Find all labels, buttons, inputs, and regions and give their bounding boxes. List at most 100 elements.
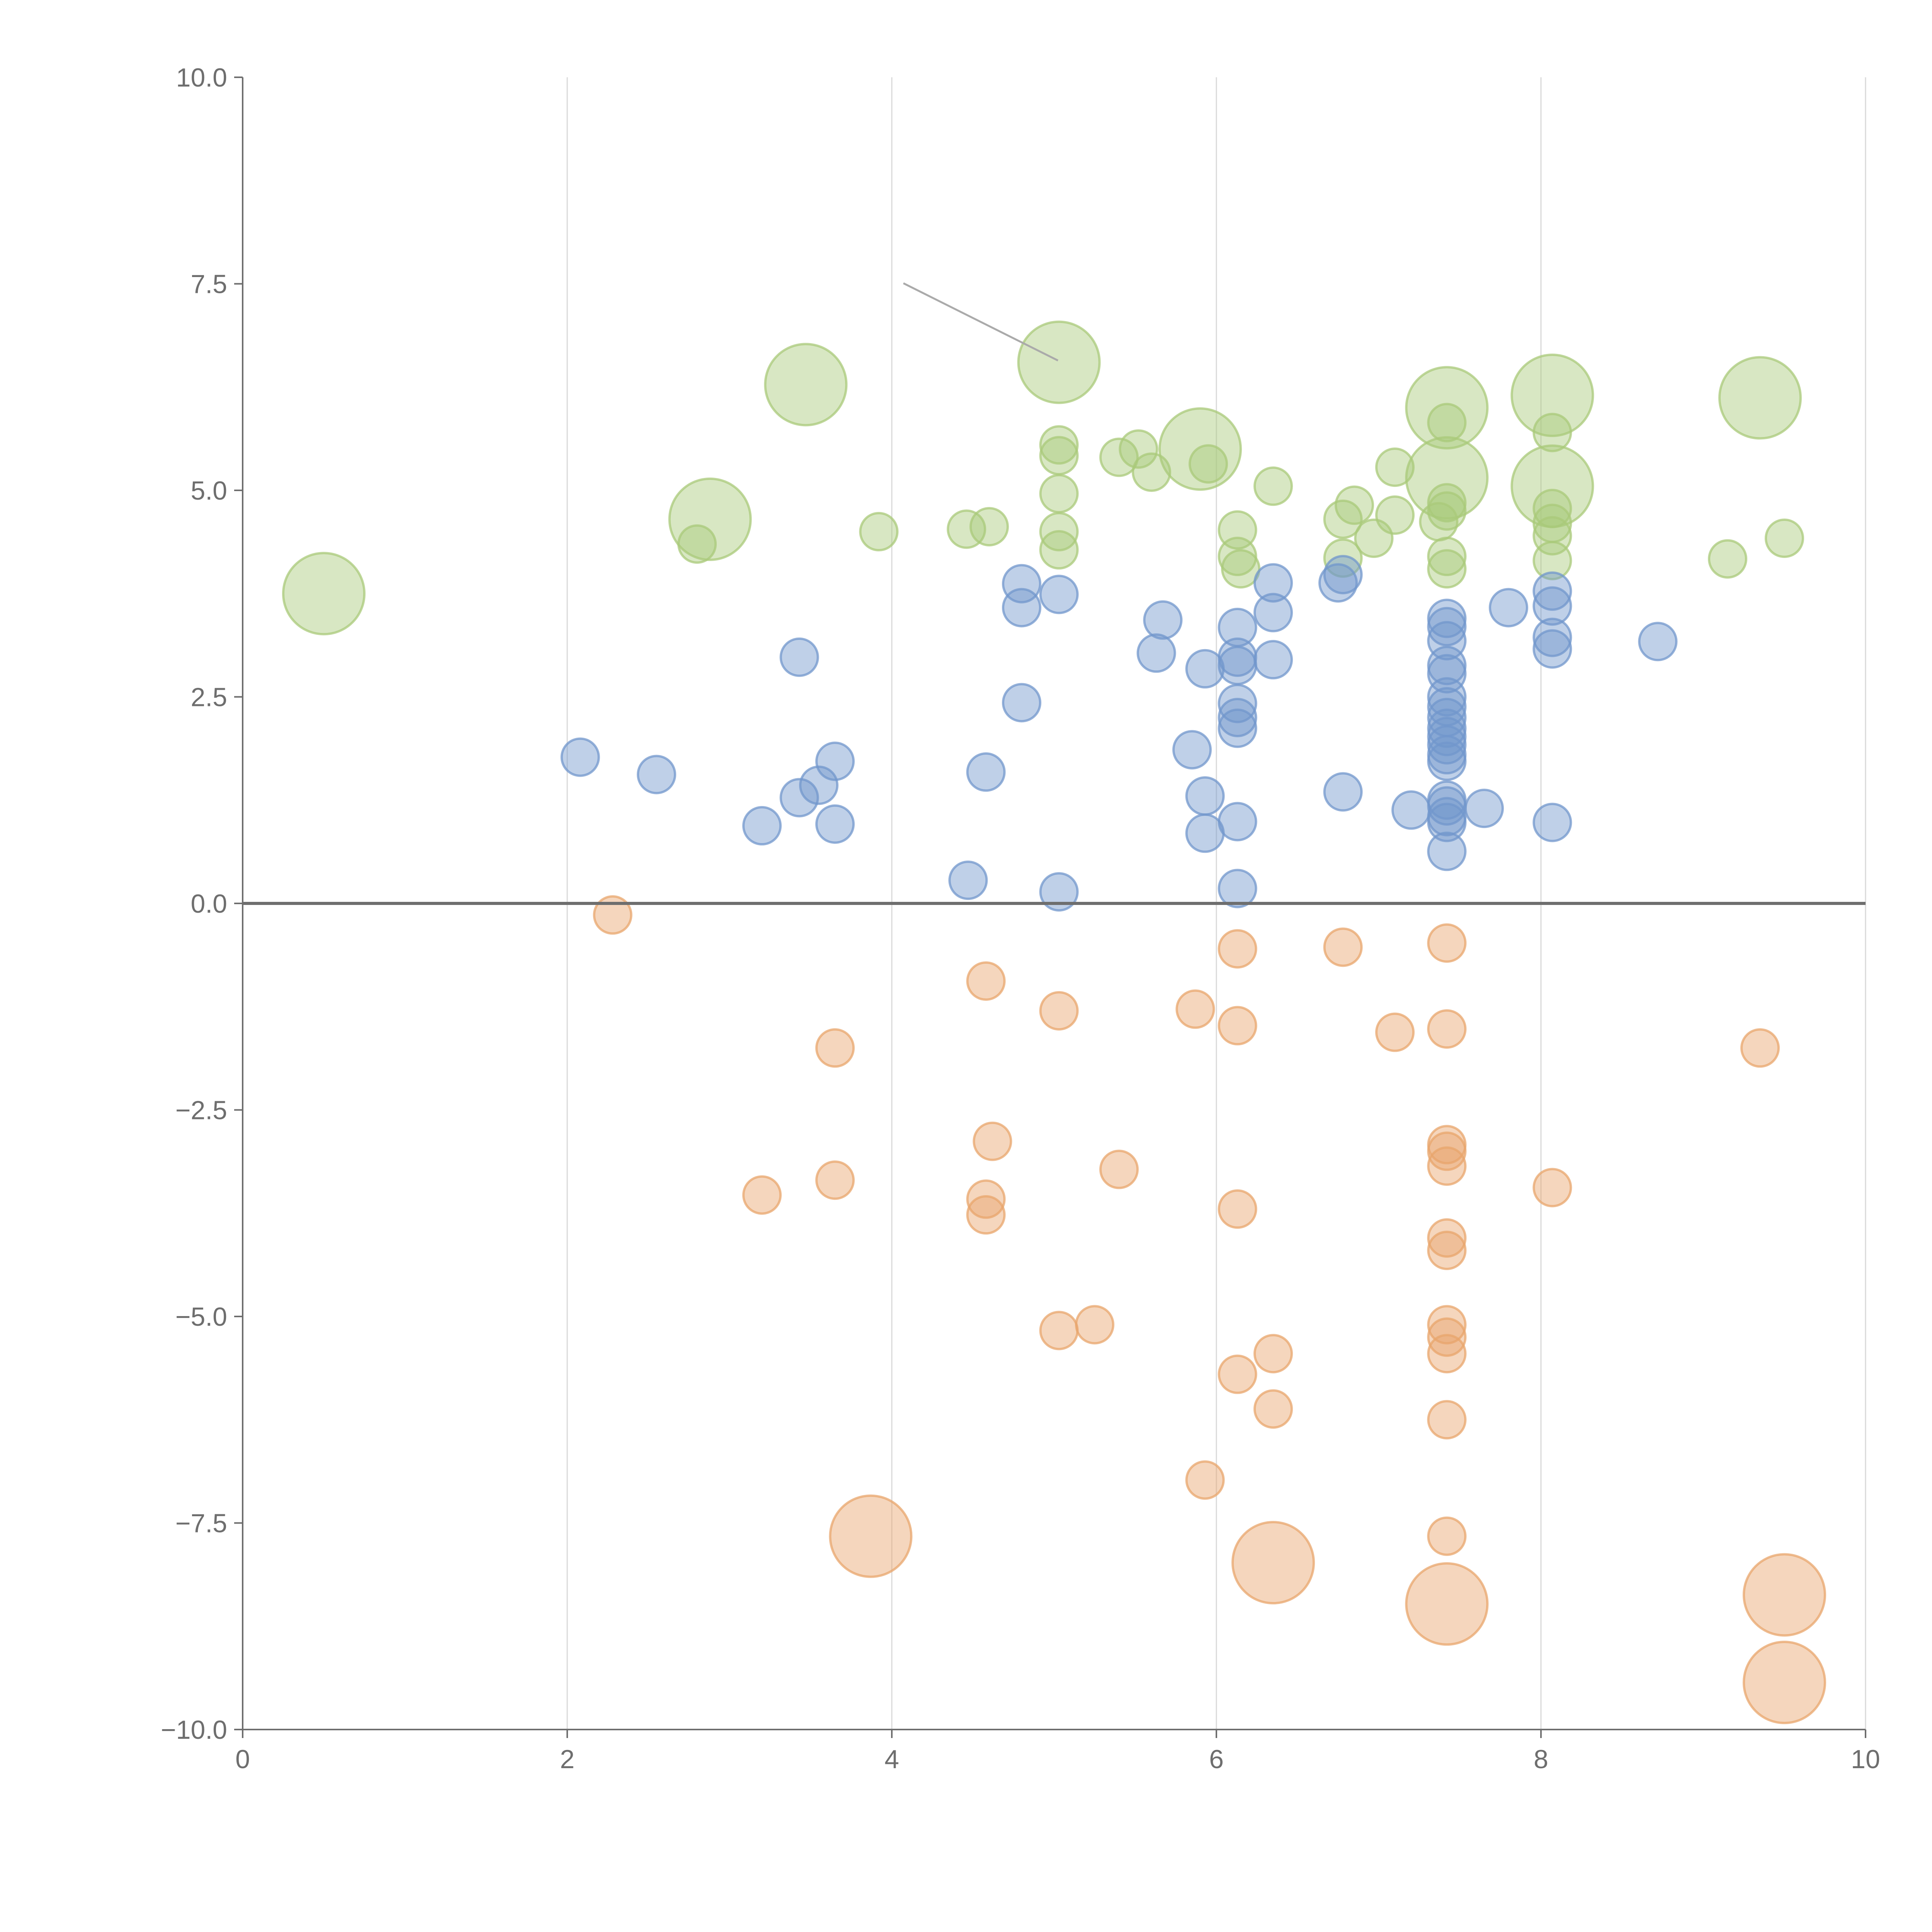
data-point-positive[interactable] <box>1039 530 1079 570</box>
data-point-neutral[interactable] <box>1464 789 1504 828</box>
data-point-neutral[interactable] <box>1532 617 1572 657</box>
data-point-negative[interactable] <box>966 961 1006 1001</box>
data-point-neutral[interactable] <box>1039 872 1079 912</box>
data-point-positive[interactable] <box>1708 539 1747 579</box>
data-point-negative[interactable] <box>1427 1131 1467 1171</box>
data-point-negative[interactable] <box>593 895 633 935</box>
data-point-negative[interactable] <box>1231 1521 1315 1605</box>
data-point-positive[interactable] <box>668 477 752 561</box>
data-point-positive[interactable] <box>1253 466 1293 506</box>
data-point-negative[interactable] <box>1218 1006 1257 1046</box>
data-point-positive[interactable] <box>1017 320 1101 404</box>
data-point-neutral[interactable] <box>1323 772 1363 812</box>
data-point-negative[interactable] <box>1253 1389 1293 1429</box>
data-point-negative[interactable] <box>1323 927 1363 967</box>
data-point-negative[interactable] <box>1375 1012 1415 1052</box>
data-point-neutral[interactable] <box>815 804 855 844</box>
data-point-positive[interactable] <box>1532 489 1572 529</box>
data-point-negative[interactable] <box>1218 929 1257 969</box>
data-point-positive[interactable] <box>1132 452 1171 492</box>
data-point-negative[interactable] <box>1039 1311 1079 1350</box>
data-point-neutral[interactable] <box>1638 622 1678 662</box>
data-point-neutral[interactable] <box>1002 564 1041 604</box>
data-point-negative[interactable] <box>1185 1460 1225 1500</box>
data-point-neutral[interactable] <box>1427 646 1467 685</box>
data-point-neutral[interactable] <box>742 806 782 846</box>
data-point-neutral[interactable] <box>1532 586 1572 626</box>
data-point-negative[interactable] <box>1427 1516 1467 1556</box>
data-point-positive[interactable] <box>1510 354 1594 437</box>
data-point-positive[interactable] <box>1427 403 1467 442</box>
data-point-negative[interactable] <box>1427 1146 1467 1186</box>
data-point-negative[interactable] <box>815 1028 855 1068</box>
data-point-positive[interactable] <box>1119 429 1158 469</box>
data-point-positive[interactable] <box>1039 474 1079 514</box>
data-point-neutral[interactable] <box>1253 640 1293 680</box>
data-point-positive[interactable] <box>282 552 366 636</box>
data-point-neutral[interactable] <box>1136 633 1176 673</box>
data-point-neutral[interactable] <box>1039 575 1079 614</box>
data-point-positive[interactable] <box>1375 447 1415 487</box>
data-point-negative[interactable] <box>1427 1218 1467 1258</box>
data-point-neutral[interactable] <box>1427 607 1467 646</box>
data-point-neutral[interactable] <box>966 752 1006 792</box>
data-point-neutral[interactable] <box>1218 802 1257 842</box>
data-point-positive[interactable] <box>1099 437 1139 477</box>
data-point-positive[interactable] <box>1532 541 1572 580</box>
data-point-negative[interactable] <box>1039 991 1079 1031</box>
data-point-negative[interactable] <box>815 1160 855 1200</box>
data-point-negative[interactable] <box>1743 1641 1826 1725</box>
data-point-positive[interactable] <box>1323 538 1363 578</box>
data-point-positive[interactable] <box>969 507 1009 547</box>
data-point-neutral[interactable] <box>637 755 676 794</box>
data-point-positive[interactable] <box>1189 444 1228 484</box>
data-point-positive[interactable] <box>1718 356 1802 440</box>
data-point-neutral[interactable] <box>799 765 838 805</box>
data-point-neutral[interactable] <box>1532 629 1572 669</box>
data-point-neutral[interactable] <box>1218 637 1257 677</box>
data-point-positive[interactable] <box>764 343 848 427</box>
data-point-negative[interactable] <box>1175 989 1215 1029</box>
data-point-positive[interactable] <box>859 512 899 551</box>
data-point-negative[interactable] <box>1405 1562 1489 1646</box>
data-point-neutral[interactable] <box>1427 742 1467 781</box>
data-point-neutral[interactable] <box>779 637 819 677</box>
data-point-negative[interactable] <box>1532 1168 1572 1208</box>
data-point-negative[interactable] <box>973 1121 1012 1161</box>
data-point-negative[interactable] <box>966 1179 1006 1219</box>
data-point-neutral[interactable] <box>1218 697 1257 737</box>
data-point-neutral[interactable] <box>1532 571 1572 611</box>
data-point-neutral[interactable] <box>1218 869 1257 908</box>
data-point-negative[interactable] <box>1427 1334 1467 1374</box>
data-point-neutral[interactable] <box>1002 683 1041 723</box>
data-point-neutral[interactable] <box>1218 708 1257 748</box>
data-point-positive[interactable] <box>1335 485 1374 525</box>
data-point-neutral[interactable] <box>1323 555 1363 595</box>
data-point-neutral[interactable] <box>1253 563 1293 603</box>
data-point-positive[interactable] <box>1419 502 1459 542</box>
data-point-positive[interactable] <box>1532 413 1572 452</box>
data-point-negative[interactable] <box>966 1195 1006 1235</box>
data-point-positive[interactable] <box>1405 366 1489 450</box>
data-point-neutral[interactable] <box>1427 803 1467 842</box>
data-point-positive[interactable] <box>1221 549 1260 589</box>
data-point-neutral[interactable] <box>1253 593 1293 633</box>
data-point-negative[interactable] <box>1253 1334 1293 1374</box>
data-point-neutral[interactable] <box>1218 646 1257 685</box>
data-point-neutral[interactable] <box>1427 677 1467 717</box>
data-point-negative[interactable] <box>1427 1305 1467 1345</box>
data-point-positive[interactable] <box>1427 483 1467 523</box>
data-point-negative[interactable] <box>1427 923 1467 963</box>
data-point-neutral[interactable] <box>1002 588 1041 628</box>
data-point-positive[interactable] <box>1427 537 1467 577</box>
data-point-negative[interactable] <box>1427 1009 1467 1049</box>
data-point-neutral[interactable] <box>1532 803 1572 842</box>
data-point-positive[interactable] <box>1765 519 1804 558</box>
data-point-neutral[interactable] <box>1172 730 1212 770</box>
data-point-negative[interactable] <box>1075 1305 1114 1345</box>
data-point-negative[interactable] <box>1743 1553 1826 1637</box>
data-point-negative[interactable] <box>1218 1189 1257 1229</box>
data-point-positive[interactable] <box>1405 436 1489 520</box>
data-point-neutral[interactable] <box>1489 588 1528 628</box>
data-point-neutral[interactable] <box>779 778 819 818</box>
